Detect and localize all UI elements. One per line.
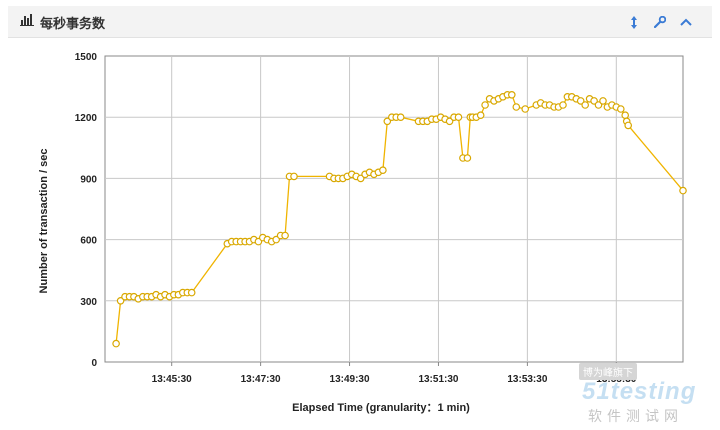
tps-chart: 1500 1200 900 600 300 0 13:45:30 13:47:30 13:49…: [38, 52, 687, 414]
watermark-logo: 51testing: [582, 378, 697, 405]
y-axis-label: Number of transaction / sec: [38, 149, 50, 294]
tps-series: [112, 90, 687, 348]
y-tick-label: 0: [91, 358, 97, 369]
data-point: [290, 172, 298, 181]
watermark-tag: 博为峰旗下: [579, 363, 637, 380]
y-tick-label: 300: [80, 297, 97, 308]
x-tick-label: 13:47:30: [241, 374, 281, 385]
y-tick-label: 600: [80, 236, 97, 247]
wrench-icon[interactable]: [652, 14, 668, 30]
data-point: [507, 90, 516, 99]
data-point: [379, 166, 387, 175]
data-point: [481, 101, 489, 109]
data-point: [581, 101, 590, 109]
data-point: [594, 101, 603, 109]
data-point: [521, 105, 530, 113]
y-tick-label: 900: [80, 174, 97, 185]
panel-title: 每秒事务数: [20, 13, 106, 32]
data-point: [454, 113, 463, 122]
data-point: [476, 111, 485, 120]
bar-chart-icon: [20, 13, 34, 31]
data-point: [616, 105, 625, 113]
data-point: [576, 97, 585, 105]
panel-header: 每秒事务数: [8, 6, 712, 38]
y-axis-ticks: 1500 1200 900 600 300 0: [75, 52, 98, 369]
data-point: [621, 111, 630, 120]
watermark-caption: 软件测试网: [588, 409, 683, 425]
x-tick-label: 13:53:30: [507, 374, 547, 385]
data-point: [463, 154, 472, 162]
data-point: [112, 339, 120, 348]
data-point: [512, 103, 521, 111]
chevron-up-icon[interactable]: [678, 14, 694, 30]
data-point: [679, 186, 687, 195]
x-tick-label: 13:49:30: [330, 374, 370, 385]
vertical-arrows-icon[interactable]: [626, 14, 642, 30]
panel-tools: [626, 14, 694, 30]
panel-title-text: 每秒事务数: [40, 16, 106, 32]
y-tick-label: 1500: [75, 52, 98, 63]
data-point: [396, 113, 405, 122]
data-point: [281, 231, 289, 240]
data-point: [187, 288, 196, 297]
data-point: [383, 117, 392, 126]
y-tick-label: 1200: [75, 113, 98, 124]
x-axis-ticks: 13:45:30 13:47:30 13:49:30 13:51:30 13:53:30…: [152, 374, 637, 385]
x-tick-label: 13:45:30: [152, 374, 192, 385]
data-point: [559, 101, 567, 109]
x-tick-label: 13:51:30: [418, 374, 458, 385]
x-axis-label: Elapsed Time (granularity：1 min): [292, 402, 470, 414]
data-point: [599, 97, 607, 105]
data-point: [624, 121, 633, 130]
